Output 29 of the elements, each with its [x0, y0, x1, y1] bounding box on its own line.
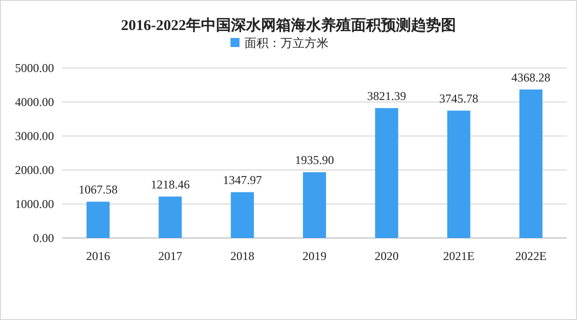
- bar: [230, 192, 254, 238]
- y-tick-label: 3000.00: [15, 129, 54, 143]
- x-tick-label: 2019: [302, 249, 326, 263]
- text: 4368.28: [511, 70, 550, 84]
- x-tick-label: 2018: [230, 249, 254, 263]
- text: 1935.90: [295, 153, 334, 168]
- x-tick-label: 2022E: [515, 249, 547, 263]
- text: 1218.46: [150, 178, 190, 192]
- bar: [86, 202, 110, 238]
- y-tick-label: 1000.00: [15, 197, 54, 211]
- y-tick-label: 0.00: [33, 231, 54, 245]
- text: 3821.39: [367, 89, 406, 104]
- text: 1347.97: [222, 173, 262, 188]
- bar: [158, 196, 182, 238]
- legend-label: 面积：万立方米: [244, 36, 328, 50]
- bar: [302, 172, 326, 238]
- x-tick-label: 2021E: [443, 249, 474, 263]
- bar: [519, 89, 542, 238]
- bar: [447, 110, 470, 238]
- x-tick-label: 2020: [374, 249, 399, 263]
- bar: [375, 108, 398, 238]
- chart-title: 2016-2022年中国深水网箱海水养殖面积预测趋势图: [121, 16, 456, 34]
- x-tick-label: 2017: [158, 249, 182, 263]
- y-tick-label: 4000.00: [15, 95, 54, 109]
- x-tick-label: 2016: [86, 249, 110, 263]
- y-tick-label: 5000.00: [15, 61, 54, 75]
- y-tick-label: 2000.00: [15, 163, 54, 177]
- text: 1067.58: [78, 182, 118, 197]
- text: 3745.78: [439, 92, 478, 106]
